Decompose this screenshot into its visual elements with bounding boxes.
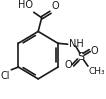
Text: Cl: Cl bbox=[0, 71, 10, 81]
Text: O: O bbox=[91, 46, 98, 56]
Text: CH₃: CH₃ bbox=[89, 67, 105, 76]
Text: O: O bbox=[64, 60, 72, 70]
Text: HO: HO bbox=[18, 0, 33, 10]
Text: O: O bbox=[51, 1, 59, 11]
Text: NH: NH bbox=[69, 39, 84, 49]
Text: S: S bbox=[77, 52, 84, 62]
